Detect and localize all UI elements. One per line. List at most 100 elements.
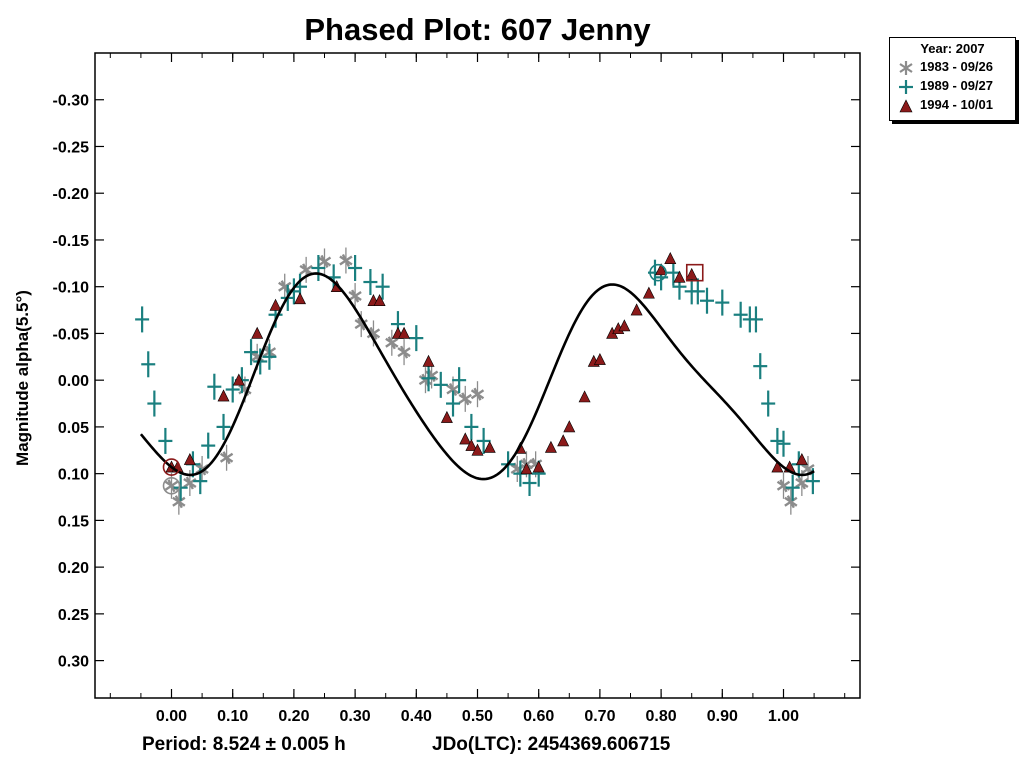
data-point <box>251 326 264 339</box>
jdo-readout: JDo(LTC): 2454369.606715 <box>432 734 671 755</box>
triangle-marker <box>251 326 264 339</box>
data-point <box>761 390 776 417</box>
y-tick-label: -0.20 <box>53 186 90 203</box>
legend-item-1994: 1994 - 10/01 <box>898 96 1013 114</box>
triangle-marker <box>655 263 668 276</box>
triangle-icon <box>899 99 913 113</box>
data-point <box>433 371 448 398</box>
data-point <box>630 303 643 316</box>
asterisk-stroke <box>461 392 470 406</box>
data-point <box>655 263 668 276</box>
data-point <box>373 294 386 307</box>
data-point <box>375 273 390 300</box>
asterisk-stroke <box>174 495 183 509</box>
data-point <box>269 298 282 311</box>
triangle-marker <box>771 460 784 473</box>
data-point <box>348 255 363 281</box>
asterisk-stroke <box>797 476 806 490</box>
triangle-marker <box>183 452 196 465</box>
y-tick-label: 0.00 <box>58 373 89 390</box>
data-point <box>398 326 411 339</box>
data-point <box>317 248 332 275</box>
asterisk-stroke <box>399 345 409 359</box>
triangle-marker <box>544 440 557 453</box>
data-point <box>664 251 677 264</box>
data-point <box>483 440 496 453</box>
asterisk-stroke <box>473 387 482 401</box>
data-point <box>219 444 234 471</box>
data-point <box>158 427 173 454</box>
y-tick-label: -0.30 <box>53 93 90 110</box>
data-point <box>465 438 478 451</box>
data-point <box>294 292 307 305</box>
data-point <box>784 488 798 515</box>
y-tick-label: -0.25 <box>53 139 90 156</box>
chart-title: Phased Plot: 607 Jenny <box>304 12 651 47</box>
asterisk-stroke <box>351 289 360 303</box>
triangle-marker <box>217 389 230 402</box>
triangle-marker <box>664 251 677 264</box>
highlight-markers <box>162 263 704 495</box>
y-tick-label: 0.25 <box>58 607 89 624</box>
x-tick-label: 0.00 <box>156 708 187 725</box>
triangle-marker <box>795 452 808 465</box>
data-point <box>147 390 162 417</box>
data-point <box>700 287 714 314</box>
data-point <box>690 278 705 305</box>
data-point <box>673 270 686 283</box>
fit-curve <box>139 272 815 481</box>
data-point <box>666 259 681 286</box>
axis-ticks: 0.00 0.10 0.20 0.30 0.40 0.50 0.60 0.70 0.80 0.90… <box>53 53 860 725</box>
highlight-circle <box>649 263 667 282</box>
triangle-marker <box>673 270 686 283</box>
data-point <box>446 390 461 417</box>
data-point <box>771 460 784 473</box>
data-point <box>544 440 557 453</box>
data-point <box>311 255 326 281</box>
data-point <box>216 413 231 440</box>
asterisk-stroke <box>222 451 231 465</box>
asterisk-stroke <box>185 476 194 490</box>
data-point <box>354 311 368 338</box>
legend-label-1983: 1983 - 09/26 <box>920 59 994 74</box>
data-point <box>452 367 467 394</box>
triangle-marker <box>642 286 655 299</box>
data-point <box>748 306 763 333</box>
legend-item-1983: 1983 - 09/26 <box>898 58 1013 76</box>
data-point <box>522 470 537 496</box>
asterisk-stroke <box>167 479 176 493</box>
y-tick-label: 0.05 <box>58 420 89 437</box>
triangle-marker <box>520 462 533 475</box>
data-point <box>593 352 606 365</box>
legend: Year: 2007 1983 - 09/26 1989 - 09/27 199… <box>889 37 1016 121</box>
data-point <box>471 443 484 456</box>
data-point <box>164 472 179 499</box>
asterisk-stroke <box>369 326 378 340</box>
x-tick-label: 0.50 <box>462 708 493 725</box>
plus-icon <box>899 80 913 94</box>
data-point <box>195 455 209 482</box>
data-point <box>409 325 424 352</box>
highlight-circle <box>162 477 181 495</box>
fit-curve-group <box>139 272 815 481</box>
x-tick-label: 0.90 <box>707 708 738 725</box>
data-point <box>173 474 188 501</box>
data-point <box>532 460 545 473</box>
data-point <box>459 432 472 445</box>
data-point <box>715 289 730 316</box>
data-point <box>363 269 378 296</box>
data-point <box>253 348 268 375</box>
triangle-marker <box>563 420 576 433</box>
triangle-marker <box>459 432 472 445</box>
data-point <box>776 430 791 457</box>
data-point <box>262 343 277 370</box>
data-point <box>183 452 196 465</box>
data-point <box>421 365 436 392</box>
x-tick-label: 0.40 <box>401 708 432 725</box>
y-tick-label: -0.10 <box>53 280 90 297</box>
data-point <box>385 329 399 356</box>
legend-item-1989: 1989 - 09/27 <box>898 77 1013 95</box>
data-point <box>135 306 150 333</box>
data-point <box>339 247 353 274</box>
